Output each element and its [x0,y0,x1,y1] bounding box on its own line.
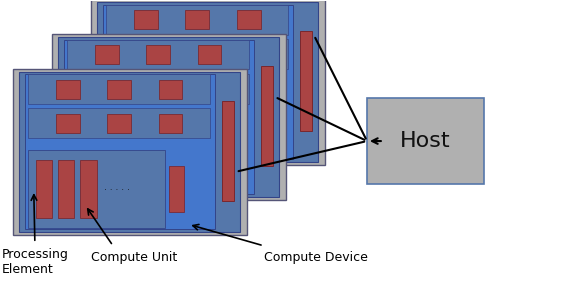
Bar [186,44,209,63]
Bar [367,98,484,184]
Bar [25,74,215,229]
Bar [198,79,222,98]
Bar [237,44,260,63]
Text: Compute Device: Compute Device [264,251,367,264]
Bar [95,45,119,64]
Text: Compute Unit: Compute Unit [91,251,177,264]
Bar [159,80,182,99]
Bar [56,114,80,133]
Bar [247,96,262,142]
Bar [91,0,325,165]
Bar [159,114,182,133]
Bar [58,160,75,218]
Bar [106,80,243,158]
Text: · · · · ·: · · · · · [144,151,169,160]
Bar [80,160,96,218]
Bar [64,39,254,194]
Bar [134,44,158,63]
Bar [98,2,319,162]
Bar [300,31,312,131]
Bar [107,39,288,69]
Bar [222,101,234,201]
Bar [107,114,131,133]
Bar [56,80,80,99]
Bar [28,109,210,138]
Bar [158,90,175,148]
Bar [28,74,210,104]
Text: Processing
Element: Processing Element [1,248,68,276]
Bar [36,160,52,218]
Bar [198,45,222,64]
Bar [52,34,286,200]
Bar [97,125,113,183]
Text: · · · · ·: · · · · · [104,186,130,195]
Bar [136,90,153,148]
Bar [146,79,170,98]
Bar [114,90,131,148]
Bar [186,10,209,29]
Text: Host: Host [401,131,451,151]
Bar [208,131,223,177]
Bar [237,10,260,29]
Bar [107,5,288,35]
Bar [67,39,249,69]
Bar [67,115,204,193]
Bar [58,37,279,197]
Bar [261,66,273,166]
Bar [75,125,91,183]
Bar [103,5,293,159]
Bar [19,72,240,232]
Bar [67,74,249,103]
Text: · · · · ·: · · · · · [182,116,208,125]
Bar [119,125,136,183]
Bar [134,10,158,29]
Bar [107,80,131,99]
Bar [169,166,184,212]
Bar [27,150,165,228]
Bar [95,79,119,98]
Bar [146,45,170,64]
Bar [12,69,247,235]
